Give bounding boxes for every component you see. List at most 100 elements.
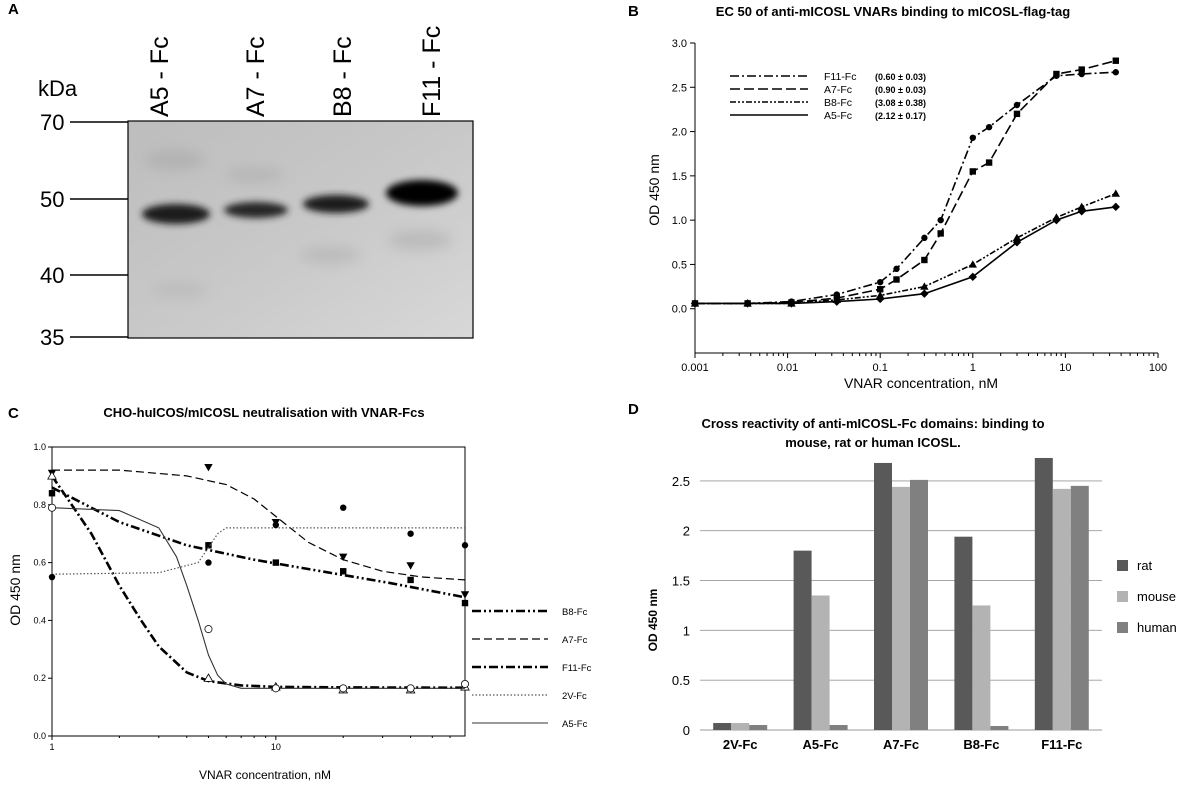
chart-b-point-A7-Fc xyxy=(921,256,928,264)
chart-c-point-A7-Fc xyxy=(204,464,213,472)
chart-c-point-B8-Fc xyxy=(461,599,469,607)
chart-b-xtick-label: 0.1 xyxy=(873,362,888,374)
marker-label-35: 35 xyxy=(40,325,64,350)
chart-c-xtick-label: 10 xyxy=(271,742,281,752)
chart-b-legend-label: F11-Fc xyxy=(824,71,856,83)
chart-c-point-F11-Fc xyxy=(203,673,214,682)
chart-d-legend: rat mouse human xyxy=(1117,558,1177,635)
lane-label-4: F11 - Fc xyxy=(418,26,446,117)
marker-label-70: 70 xyxy=(40,110,64,135)
chart-d-bar-mouse-F11-Fc xyxy=(1052,488,1071,730)
chart-b-point-F11-Fc xyxy=(1013,101,1021,109)
chart-d-bar-mouse-A7-Fc xyxy=(892,486,910,730)
chart-c-point-A5-Fc xyxy=(271,684,280,693)
chart-b-title: EC 50 of anti-mICOSL VNARs binding to mI… xyxy=(716,4,1070,19)
chart-d-xtick-label: F11-Fc xyxy=(1041,737,1082,752)
chart-c-ticks: 0.0 0.2 0.4 0.6 0.8 1.0 1 10 xyxy=(33,442,451,752)
chart-b-point-A5-Fc xyxy=(876,294,885,304)
chart-c-ylabel: OD 450 nm xyxy=(7,554,23,626)
chart-c-point-2V-Fc xyxy=(48,573,56,581)
chart-b-point-A7-Fc xyxy=(937,230,944,237)
band-lane-a7 xyxy=(224,202,288,218)
chart-c-ytick-label: 0.0 xyxy=(33,731,46,741)
chart-d-bar-rat-B8-Fc xyxy=(954,536,973,730)
chart-d-bar-human-A5-Fc xyxy=(829,725,848,730)
chart-d-legend-swatch-mouse xyxy=(1117,591,1128,602)
chart-c-point-B8-Fc xyxy=(205,542,212,549)
chart-b-xtick-label: 0.01 xyxy=(777,362,798,374)
chart-b-xtick-label: 1 xyxy=(970,362,976,374)
chart-c-point-2V-Fc xyxy=(407,530,414,537)
chart-d-bar-human-2V-Fc xyxy=(749,725,768,730)
panel-label-a: A xyxy=(8,1,19,18)
chart-c-legend-label: A7-Fc xyxy=(562,635,588,646)
chart-b-xtick-label: 10 xyxy=(1059,362,1071,374)
chart-c-point-B8-Fc xyxy=(340,568,347,575)
chart-c-point-A5-Fc xyxy=(406,684,415,693)
chart-b-point-B8-Fc xyxy=(1077,202,1086,211)
chart-c-series xyxy=(47,464,470,694)
chart-b-point-A7-Fc xyxy=(1053,70,1060,78)
chart-c-legend-label: F11-Fc xyxy=(562,663,592,674)
chart-c-legend-label: A5-Fc xyxy=(562,719,588,730)
chart-c-point-2V-Fc xyxy=(461,542,469,549)
chart-b-point-A7-Fc xyxy=(1078,66,1085,73)
chart-c-legend-label: B8-Fc xyxy=(562,607,588,618)
chart-b-point-F11-Fc xyxy=(969,134,976,141)
chart-c-ytick-label: 0.6 xyxy=(33,558,46,568)
chart-b-point-F11-Fc xyxy=(877,278,884,286)
chart-c-axes xyxy=(51,446,466,737)
lane-label-3: B8 - Fc xyxy=(329,36,357,117)
chart-d-legend-label: human xyxy=(1137,620,1177,635)
chart-d-bar-rat-A7-Fc xyxy=(874,462,892,730)
chart-b-ytick-label: 0.5 xyxy=(672,259,687,271)
chart-b-ytick-label: 3.0 xyxy=(672,38,687,50)
chart-c-curve-2V-Fc xyxy=(51,527,465,575)
chart-c-curve-A7-Fc xyxy=(52,469,466,581)
chart-d-bar-rat-2V-Fc xyxy=(713,723,732,730)
chart-b-ylabel: OD 450 nm xyxy=(646,154,662,226)
chart-c-curve-A5-Fc xyxy=(51,507,465,689)
chart-c-point-A5-Fc xyxy=(204,625,213,634)
chart-d-legend-label: mouse xyxy=(1137,589,1176,604)
chart-b-line-B8-Fc xyxy=(695,192,1117,305)
chart-d-bar-human-A7-Fc xyxy=(910,479,928,730)
chart-b-legend-ec50: (0.60 ± 0.03) xyxy=(875,72,926,82)
chart-d-legend-swatch-human xyxy=(1117,622,1128,633)
chart-b-line-A5-Fc xyxy=(695,206,1116,305)
chart-d-bar-rat-F11-Fc xyxy=(1034,457,1053,730)
chart-b-ytick-label: 0.0 xyxy=(672,304,687,316)
panel-label-c: C xyxy=(8,405,19,422)
chart-b-legend-label: A7-Fc xyxy=(824,84,852,96)
chart-c-ytick-label: 0.2 xyxy=(33,673,46,683)
chart-b-point-F11-Fc xyxy=(921,234,928,242)
chart-d-ticks: 0 0.5 1 1.5 2 2.5 2V-Fc A5-Fc A7-Fc B8-Fc F11-Fc xyxy=(672,474,1082,752)
chart-c-curve-B8-Fc xyxy=(51,486,466,599)
chart-d-ytick-label: 2.5 xyxy=(672,474,690,489)
chart-b-point-B8-Fc xyxy=(920,282,929,290)
chart-b-point-A7-Fc xyxy=(969,168,976,175)
chart-d-ytick-label: 2 xyxy=(683,524,690,539)
chart-b-xtick-label: 0.001 xyxy=(681,362,709,374)
chart-c-title: CHO-huICOS/mICOSL neutralisation with VN… xyxy=(103,405,424,420)
chart-d-xtick-label: B8-Fc xyxy=(963,737,999,752)
chart-c-point-A5-Fc xyxy=(460,679,469,688)
chart-b-series xyxy=(690,57,1120,308)
chart-d-ylabel: OD 450 nm xyxy=(646,589,660,652)
chart-b-ticks: 0.0 0.5 1.0 1.5 2.0 2.5 3.0 0.001 0.01 0.1 1 10 100 xyxy=(672,38,1167,374)
chart-b-point-A5-Fc xyxy=(1077,207,1086,216)
chart-d-bar-mouse-B8-Fc xyxy=(972,605,991,730)
chart-b-xlabel: VNAR concentration, nM xyxy=(844,375,998,391)
chart-c-ytick-label: 0.4 xyxy=(33,615,46,625)
lane-label-1: A5 - Fc xyxy=(146,36,174,117)
chart-b-legend-label: B8-Fc xyxy=(824,97,852,109)
chart-d-bars xyxy=(713,457,1089,730)
kda-label: kDa xyxy=(38,76,78,101)
chart-b-ytick-label: 2.5 xyxy=(672,82,687,94)
chart-d-ytick-label: 1.5 xyxy=(672,574,690,589)
chart-d-legend-swatch-rat xyxy=(1117,560,1128,571)
chart-b-point-F11-Fc xyxy=(893,265,900,273)
chart-d-xtick-label: A7-Fc xyxy=(883,737,919,752)
chart-d-bar-rat-A5-Fc xyxy=(793,550,812,730)
